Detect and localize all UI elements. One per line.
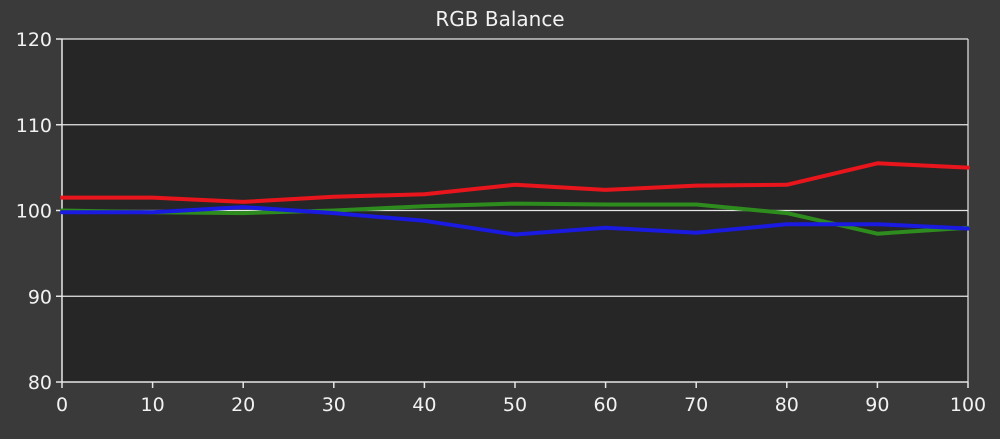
- xtick-label-20: 20: [231, 394, 255, 416]
- ytick-label-110: 110: [16, 115, 52, 137]
- xtick-label-40: 40: [412, 394, 436, 416]
- xtick-label-90: 90: [865, 394, 889, 416]
- ytick-label-120: 120: [16, 29, 52, 51]
- series-line-1: [60, 161, 970, 204]
- tick-labels: 80 90 100 110 120 0 10 20 30 40 50 60 70 80 90 100: [16, 29, 986, 416]
- xtick-label-0: 0: [56, 394, 68, 416]
- ytick-label-100: 100: [16, 201, 52, 223]
- chart-title: RGB Balance: [435, 7, 565, 31]
- series-line-2: [60, 205, 970, 237]
- xtick-label-30: 30: [322, 394, 346, 416]
- series-line-0: [60, 201, 970, 236]
- xtick-label-70: 70: [684, 394, 708, 416]
- xtick-label-80: 80: [775, 394, 799, 416]
- xtick-label-100: 100: [950, 394, 986, 416]
- xtick-label-10: 10: [141, 394, 165, 416]
- ytick-label-90: 90: [28, 286, 52, 308]
- ytick-label-80: 80: [28, 372, 52, 394]
- xtick-label-50: 50: [503, 394, 527, 416]
- grid-lines: [62, 38, 968, 297]
- series-lines: [60, 161, 970, 237]
- xtick-label-60: 60: [594, 394, 618, 416]
